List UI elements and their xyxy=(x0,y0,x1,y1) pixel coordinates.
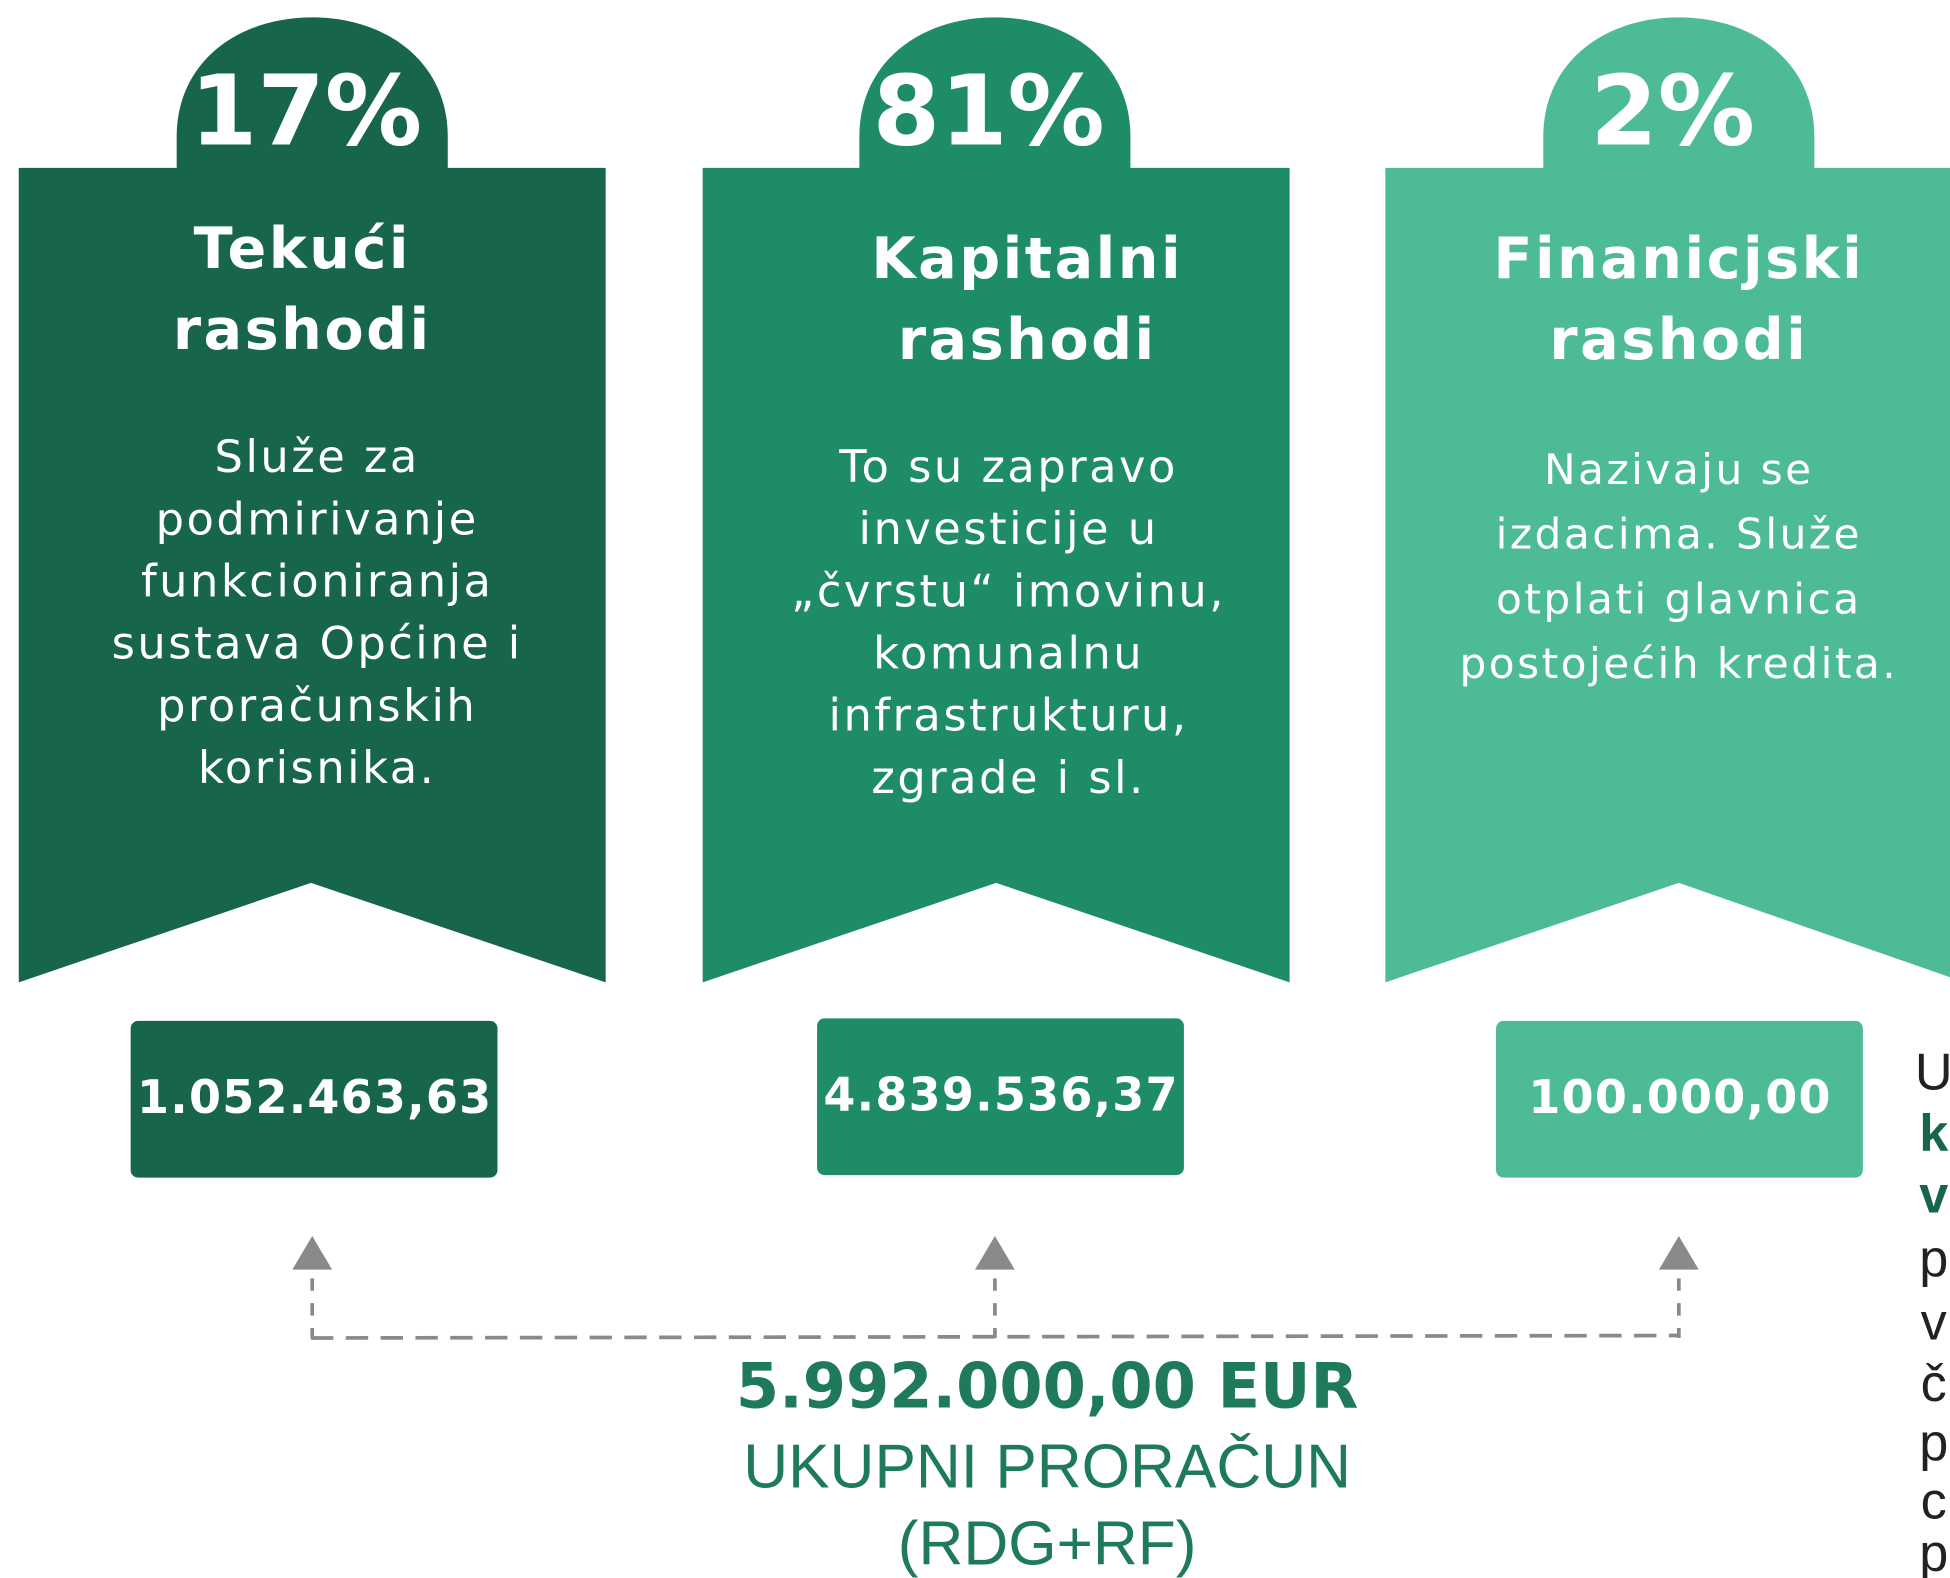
arrow-head xyxy=(292,1236,333,1270)
tab xyxy=(859,17,1131,170)
amount: 1.052.463,63 xyxy=(137,1070,492,1124)
side-text: v xyxy=(1919,1167,1948,1225)
side-text: č xyxy=(1921,1354,1947,1412)
side-text: v xyxy=(1921,1293,1947,1351)
side-text: p xyxy=(1919,1525,1948,1578)
amount-box xyxy=(1496,1020,1863,1178)
side-text: p xyxy=(1919,1230,1948,1288)
panel-description: otplati glavnica xyxy=(1496,574,1862,623)
side-text: U xyxy=(1915,1043,1950,1101)
panel-title: Tekući xyxy=(194,216,411,282)
total-amount: 5.992.000,00 EUR xyxy=(736,1349,1359,1422)
panel-title: rashodi xyxy=(898,307,1157,373)
dashed-connector xyxy=(310,1333,1679,1340)
percent: 81% xyxy=(873,54,1105,167)
total-label: (RDG+RF) xyxy=(898,1510,1197,1578)
arrow-head xyxy=(1658,1236,1699,1270)
tab xyxy=(176,17,448,170)
panel-description: postojećih kredita. xyxy=(1459,639,1898,688)
panel-description: korisnika. xyxy=(198,741,436,794)
amount-box xyxy=(130,1020,498,1178)
panel-description: komunalnu xyxy=(873,627,1144,680)
banner xyxy=(702,167,1290,983)
panel-description: „čvrstu“ imovinu, xyxy=(791,564,1226,617)
panel-title: rashodi xyxy=(173,297,432,363)
side-text: k xyxy=(1919,1104,1949,1162)
arrow-head xyxy=(975,1236,1015,1270)
panel-description: funkcioniranja xyxy=(141,554,493,607)
panel-description: sustava Općine i xyxy=(112,617,523,670)
panel-title: Finanicjski xyxy=(1493,226,1864,292)
amount: 100.000,00 xyxy=(1528,1070,1831,1124)
panel-title: rashodi xyxy=(1549,307,1808,373)
amount: 4.839.536,37 xyxy=(823,1068,1178,1122)
panel-description: Služe za xyxy=(215,430,420,483)
banner xyxy=(18,167,606,983)
amount-box xyxy=(817,1018,1184,1176)
panel-description: podmirivanje xyxy=(156,492,479,545)
tab xyxy=(1543,17,1815,170)
panel-description: proračunskih xyxy=(157,679,477,732)
panel-description: Nazivaju se xyxy=(1544,445,1814,494)
banner xyxy=(1385,167,1950,983)
panel-description: izdacima. Služe xyxy=(1496,510,1862,559)
panel-description: zgrade i sl. xyxy=(871,751,1145,804)
panel-title: Kapitalni xyxy=(871,226,1183,292)
side-text: p xyxy=(1919,1414,1948,1472)
percent: 2% xyxy=(1590,54,1755,167)
panel-description: infrastrukturu, xyxy=(829,689,1189,742)
percent: 17% xyxy=(190,54,422,167)
side-text: c xyxy=(1921,1472,1947,1530)
panel-description: investicije u xyxy=(859,502,1159,555)
panel-description: To su zapravo xyxy=(838,440,1178,493)
total-label: UKUPNI PRORAČUN xyxy=(743,1431,1351,1501)
